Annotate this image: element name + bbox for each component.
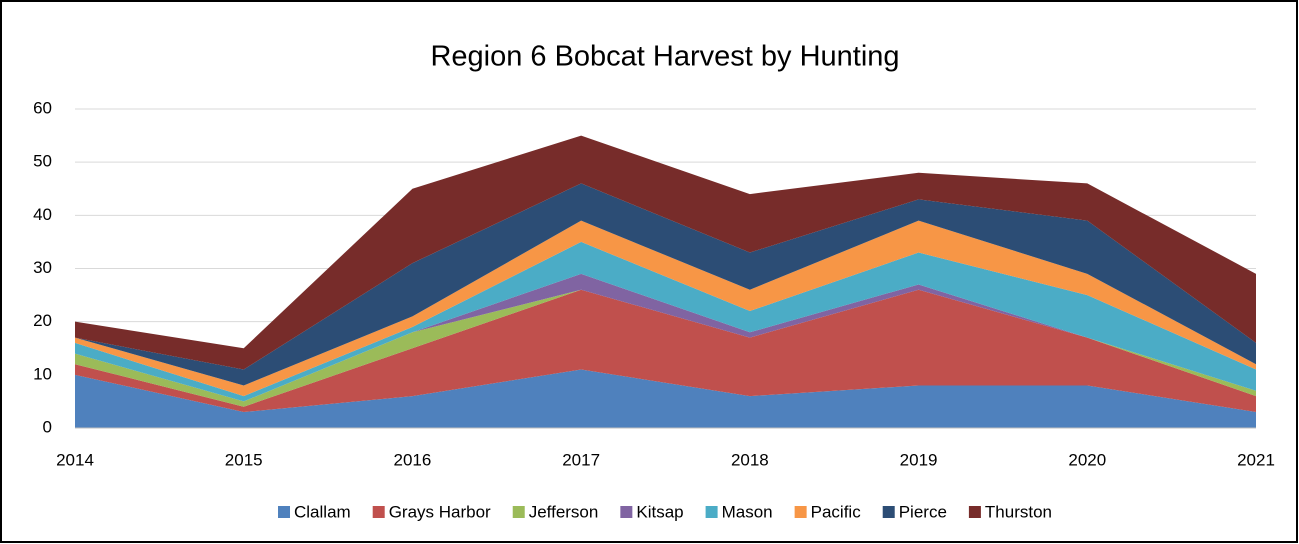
legend-label: Clallam [294,502,351,521]
y-tick-label: 40 [33,205,52,224]
area [75,183,1256,386]
y-tick-label: 60 [33,98,52,117]
legend-swatch [278,506,291,518]
legend-swatch [512,506,525,518]
legend-swatch [705,506,718,518]
y-tick-label: 10 [33,364,52,383]
x-tick-label: 2017 [562,450,600,469]
x-tick-label: 2020 [1068,450,1106,469]
legend-swatch [794,506,807,518]
x-tick-label: 2016 [394,450,432,469]
legend-label: Jefferson [529,502,599,521]
legend-label: Thurston [985,502,1052,521]
y-tick-label: 50 [33,152,52,171]
x-tick-label: 2015 [225,450,263,469]
legend-label: Pacific [811,502,862,521]
legend-label: Kitsap [636,502,683,521]
legend-swatch [968,506,981,518]
legend-label: Grays Harbor [389,502,491,521]
area [75,289,1256,413]
legend-swatch [372,506,385,518]
area [75,369,1256,428]
x-tick-label: 2021 [1237,450,1275,469]
legend-label: Mason [722,502,773,521]
chart-title: Region 6 Bobcat Harvest by Hunting [430,41,899,73]
x-tick-label: 2018 [731,450,769,469]
legend-label: Pierce [899,502,947,521]
legend-swatch [882,506,895,518]
legend-swatch [620,506,633,518]
y-tick-label: 30 [33,258,52,277]
area [75,241,1256,402]
y-tick-label: 0 [43,417,52,436]
x-tick-label: 2019 [900,450,938,469]
y-tick-label: 20 [33,311,52,330]
area [75,135,1256,370]
legend: Clallam Grays Harbor Jefferson Kitsap Mason P… [278,502,1052,521]
x-tick-label: 2014 [56,450,94,469]
area [75,220,1256,397]
